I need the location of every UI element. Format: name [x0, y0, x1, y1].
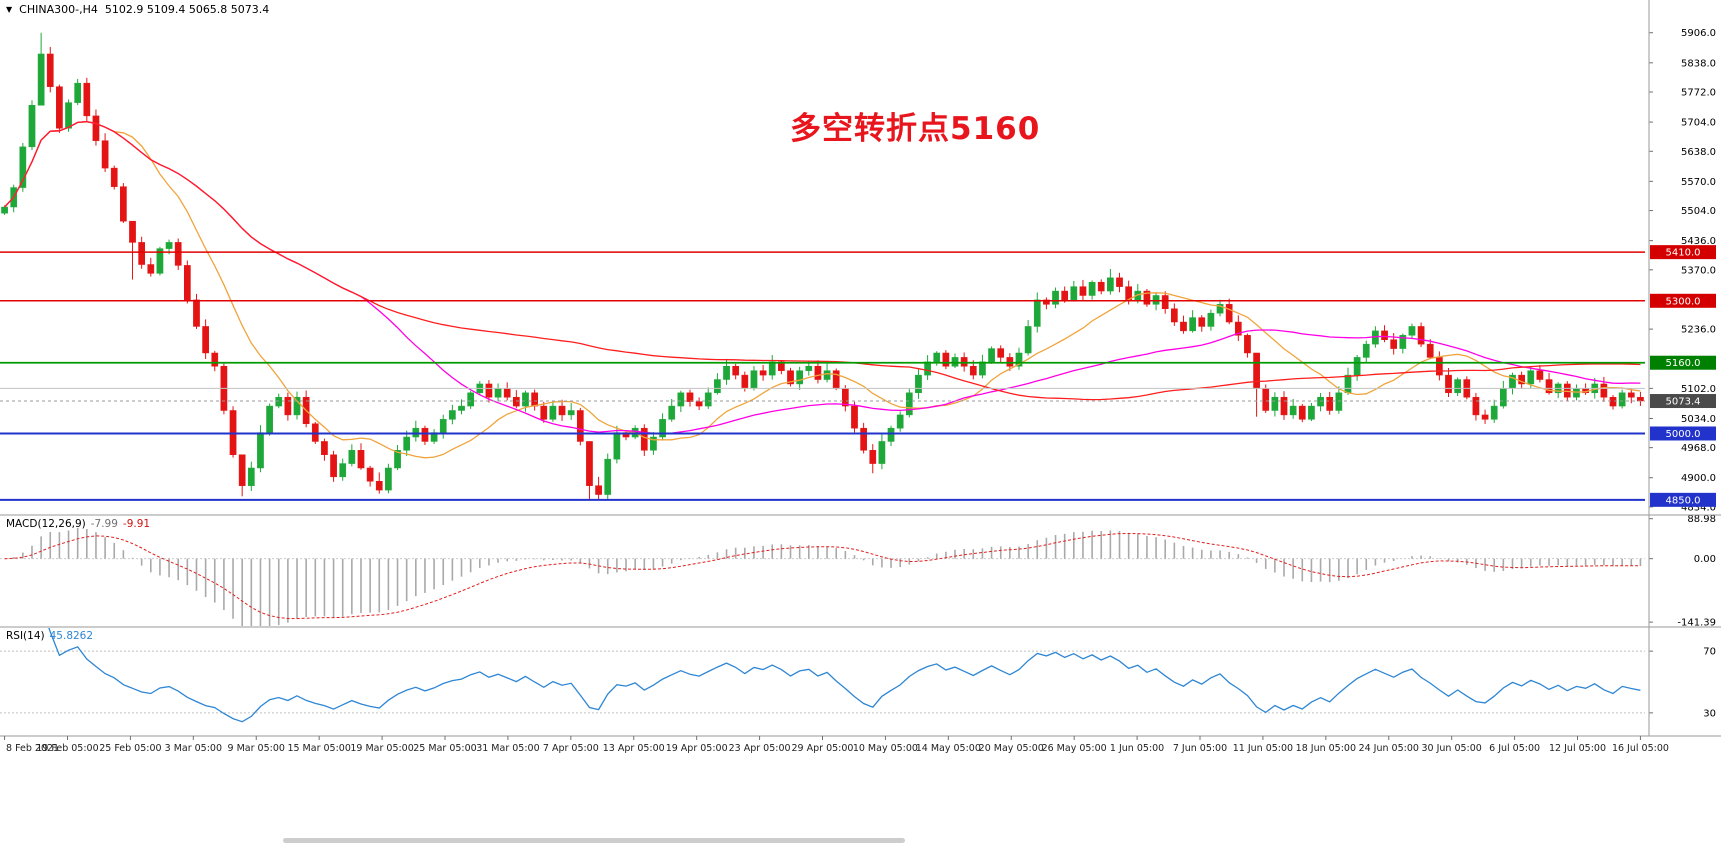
svg-text:24 Jun 05:00: 24 Jun 05:00: [1359, 743, 1419, 754]
rsi-indicator-label: RSI(14) 45.8262: [6, 630, 93, 642]
svg-text:4850.0: 4850.0: [1666, 495, 1701, 506]
candles: [1, 32, 1644, 500]
price-axis: 5906.0 5838.0 5772.0 5704.0 5638.0 5570.0 5504…: [1649, 28, 1716, 513]
rsi-axis: 70 30: [1649, 647, 1716, 719]
svg-text:5160.0: 5160.0: [1666, 358, 1701, 369]
svg-text:4900.0: 4900.0: [1681, 473, 1716, 484]
svg-text:15 Mar 05:00: 15 Mar 05:00: [287, 743, 350, 754]
svg-text:25 Mar 05:00: 25 Mar 05:00: [413, 743, 476, 754]
price-badge-5300: 5300.0: [1650, 293, 1716, 308]
svg-text:3 Mar 05:00: 3 Mar 05:00: [165, 743, 222, 754]
svg-text:5436.0: 5436.0: [1681, 236, 1716, 247]
symbol-ohlc-bar: ▼ CHINA300-,H4 5102.9 5109.4 5065.8 5073…: [6, 3, 269, 16]
svg-text:13 Apr 05:00: 13 Apr 05:00: [603, 743, 665, 754]
svg-text:19 Feb 05:00: 19 Feb 05:00: [36, 743, 98, 754]
svg-text:7 Jun 05:00: 7 Jun 05:00: [1173, 743, 1227, 754]
macd-main-value: -7.99: [90, 518, 118, 530]
chart-annotation-text[interactable]: 多空转折点5160: [790, 111, 1041, 147]
svg-text:25 Feb 05:00: 25 Feb 05:00: [99, 743, 161, 754]
svg-text:12 Jul 05:00: 12 Jul 05:00: [1549, 743, 1606, 754]
svg-text:5073.4: 5073.4: [1666, 397, 1701, 408]
rsi-value: 45.8262: [49, 630, 94, 642]
svg-text:5838.0: 5838.0: [1681, 58, 1716, 69]
svg-text:9 Mar 05:00: 9 Mar 05:00: [228, 743, 285, 754]
ohlc-values: 5102.9 5109.4 5065.8 5073.4: [104, 3, 270, 16]
svg-text:5300.0: 5300.0: [1666, 296, 1701, 307]
svg-text:19 Mar 05:00: 19 Mar 05:00: [350, 743, 413, 754]
current-price-badge: 5073.4: [1650, 394, 1716, 409]
chart-canvas[interactable]: 5906.0 5838.0 5772.0 5704.0 5638.0 5570.0 5504…: [0, 0, 1721, 758]
price-badge-4850: 4850.0: [1650, 492, 1716, 507]
macd-indicator-label: MACD(12,26,9) -7.99 -9.91: [6, 518, 150, 530]
svg-text:5000.0: 5000.0: [1666, 429, 1701, 440]
price-badge-5000: 5000.0: [1650, 426, 1716, 441]
svg-text:30: 30: [1703, 708, 1716, 719]
macd-signal-line: [4, 532, 1641, 620]
svg-text:5772.0: 5772.0: [1681, 88, 1716, 99]
svg-text:7 Apr 05:00: 7 Apr 05:00: [543, 743, 599, 754]
svg-text:4968.0: 4968.0: [1681, 443, 1716, 454]
svg-text:14 May 05:00: 14 May 05:00: [916, 743, 981, 754]
svg-text:30 Jun 05:00: 30 Jun 05:00: [1421, 743, 1481, 754]
symbol-dropdown-icon[interactable]: ▼: [6, 5, 13, 14]
svg-text:16 Jul 05:00: 16 Jul 05:00: [1612, 743, 1669, 754]
svg-text:5504.0: 5504.0: [1681, 206, 1716, 217]
svg-text:23 Apr 05:00: 23 Apr 05:00: [729, 743, 791, 754]
svg-text:5102.0: 5102.0: [1681, 384, 1716, 395]
svg-text:5906.0: 5906.0: [1681, 28, 1716, 39]
svg-text:70: 70: [1703, 647, 1716, 658]
svg-text:0.00: 0.00: [1694, 554, 1716, 565]
svg-text:5570.0: 5570.0: [1681, 177, 1716, 188]
macd-signal-value: -9.91: [122, 518, 151, 530]
rsi-line: [48, 628, 1641, 723]
svg-text:19 Apr 05:00: 19 Apr 05:00: [666, 743, 728, 754]
svg-text:31 Mar 05:00: 31 Mar 05:00: [476, 743, 539, 754]
rsi-title: RSI(14): [6, 630, 45, 642]
ma-line-100: [4, 121, 1641, 401]
svg-text:6 Jul 05:00: 6 Jul 05:00: [1489, 743, 1540, 754]
symbol-name: CHINA300-,H4: [19, 3, 98, 16]
ma-line-40: [4, 121, 1641, 435]
svg-text:5638.0: 5638.0: [1681, 147, 1716, 158]
macd-histogram: [12, 528, 1642, 626]
svg-text:-141.39: -141.39: [1677, 618, 1716, 629]
svg-text:4834.0: 4834.0: [1681, 502, 1716, 513]
svg-text:5410.0: 5410.0: [1666, 248, 1701, 259]
bottom-scrollbar[interactable]: [283, 838, 905, 843]
svg-text:5034.0: 5034.0: [1681, 414, 1716, 425]
svg-text:20 May 05:00: 20 May 05:00: [979, 743, 1044, 754]
svg-text:8 Feb 2021: 8 Feb 2021: [6, 743, 59, 754]
svg-text:88.98: 88.98: [1687, 514, 1716, 525]
svg-text:26 May 05:00: 26 May 05:00: [1042, 743, 1107, 754]
svg-text:29 Apr 05:00: 29 Apr 05:00: [792, 743, 854, 754]
svg-text:18 Jun 05:00: 18 Jun 05:00: [1296, 743, 1356, 754]
svg-text:1 Jun 05:00: 1 Jun 05:00: [1110, 743, 1164, 754]
svg-text:10 May 05:00: 10 May 05:00: [853, 743, 918, 754]
ma-line-13: [4, 121, 1641, 459]
svg-text:5370.0: 5370.0: [1681, 265, 1716, 276]
svg-text:5704.0: 5704.0: [1681, 118, 1716, 129]
price-badge-5410: 5410.0: [1650, 245, 1716, 260]
svg-text:5236.0: 5236.0: [1681, 325, 1716, 336]
price-badge-5160: 5160.0: [1650, 355, 1716, 370]
svg-text:11 Jun 05:00: 11 Jun 05:00: [1233, 743, 1293, 754]
macd-axis: 88.98 0.00 -141.39: [1649, 514, 1716, 629]
macd-title: MACD(12,26,9): [6, 518, 86, 530]
